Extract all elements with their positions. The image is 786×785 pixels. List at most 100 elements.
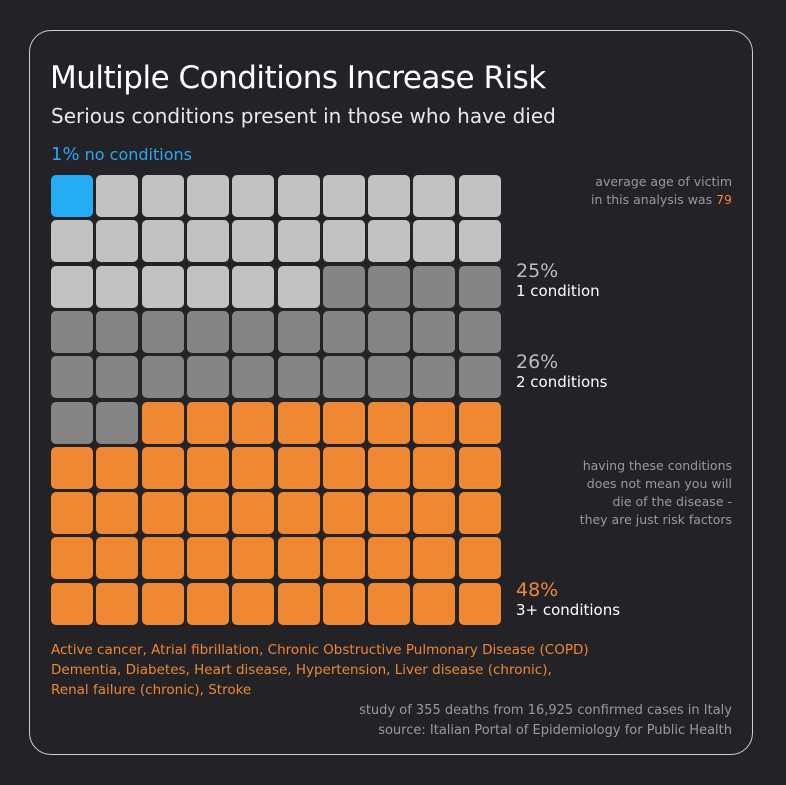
waffle-cell-1-condition	[186, 220, 229, 263]
waffle-cell-1-condition	[141, 220, 184, 263]
waffle-cell-3-conditions	[141, 582, 184, 625]
no-conditions-text: no conditions	[84, 145, 192, 164]
waffle-cell-3-conditions	[277, 582, 320, 625]
waffle-cell-3-conditions	[458, 446, 501, 489]
waffle-cell-1-condition	[413, 175, 456, 217]
waffle-cell-2-conditions	[232, 356, 275, 399]
waffle-cell-3-conditions	[368, 582, 411, 625]
waffle-cell-3-conditions	[413, 537, 456, 580]
waffle-cell-1-condition	[96, 175, 139, 217]
average-age-note: average age of victim in this analysis w…	[591, 173, 732, 209]
waffle-cell-1-condition	[413, 220, 456, 263]
waffle-cell-2-conditions	[96, 310, 139, 353]
waffle-cell-2-conditions	[322, 310, 365, 353]
stat-label: 3+ conditions	[516, 600, 621, 619]
waffle-cell-1-condition	[96, 265, 139, 308]
waffle-cell-2-conditions	[141, 356, 184, 399]
waffle-cell-1-condition	[232, 175, 275, 217]
risk-note-line: they are just risk factors	[579, 512, 732, 527]
conditions-line: Renal failure (chronic), Stroke	[51, 682, 252, 698]
waffle-cell-3-conditions	[141, 492, 184, 535]
waffle-cell-3-conditions	[368, 492, 411, 535]
waffle-cell-3-conditions	[141, 446, 184, 489]
waffle-cell-2-conditions	[322, 265, 365, 308]
waffle-cell-3-conditions	[277, 492, 320, 535]
waffle-cell-3-conditions	[413, 492, 456, 535]
conditions-line: Active cancer, Atrial fibrillation, Chro…	[51, 642, 589, 658]
stat-percent: 48%	[516, 579, 559, 601]
stat-three-plus-conditions: 48% 3+ conditions	[516, 579, 621, 619]
waffle-cell-2-conditions	[458, 265, 501, 308]
waffle-cell-3-conditions	[186, 537, 229, 580]
waffle-cell-1-condition	[277, 220, 320, 263]
no-conditions-percent: 1%	[51, 144, 80, 165]
waffle-cell-1-condition	[458, 220, 501, 263]
waffle-cell-2-conditions	[186, 356, 229, 399]
waffle-cell-1-condition	[368, 220, 411, 263]
age-note-line1: average age of victim	[595, 174, 732, 189]
waffle-cell-1-condition	[322, 175, 365, 217]
waffle-cell-2-conditions	[277, 356, 320, 399]
no-conditions-label: 1% no conditions	[51, 144, 192, 165]
stat-two-conditions: 26% 2 conditions	[516, 351, 607, 391]
waffle-cell-2-conditions	[51, 310, 93, 353]
waffle-cell-3-conditions	[458, 401, 501, 444]
waffle-cell-3-conditions	[322, 446, 365, 489]
waffle-cell-3-conditions	[51, 492, 93, 535]
waffle-cell-2-conditions	[51, 356, 93, 399]
waffle-cell-2-conditions	[277, 310, 320, 353]
waffle-cell-3-conditions	[277, 537, 320, 580]
waffle-cell-3-conditions	[232, 446, 275, 489]
waffle-cell-2-conditions	[413, 265, 456, 308]
waffle-cell-1-condition	[141, 175, 184, 217]
waffle-cell-1-condition	[141, 265, 184, 308]
waffle-cell-3-conditions	[141, 537, 184, 580]
waffle-cell-3-conditions	[51, 582, 93, 625]
waffle-cell-3-conditions	[322, 537, 365, 580]
waffle-cell-3-conditions	[96, 582, 139, 625]
waffle-cell-2-conditions	[141, 310, 184, 353]
waffle-cell-3-conditions	[51, 537, 93, 580]
waffle-cell-3-conditions	[322, 401, 365, 444]
waffle-cell-1-condition	[186, 175, 229, 217]
average-age-value: 79	[716, 192, 732, 207]
waffle-cell-2-conditions	[51, 401, 93, 444]
waffle-cell-1-condition	[232, 265, 275, 308]
waffle-cell-2-conditions	[413, 310, 456, 353]
waffle-cell-3-conditions	[232, 492, 275, 535]
age-note-line2: in this analysis was	[590, 192, 713, 207]
waffle-cell-3-conditions	[186, 446, 229, 489]
waffle-cell-3-conditions	[277, 446, 320, 489]
risk-note-line: does not mean you will	[586, 476, 732, 491]
waffle-cell-3-conditions	[51, 446, 93, 489]
conditions-list: Active cancer, Atrial fibrillation, Chro…	[51, 640, 671, 700]
waffle-cell-2-conditions	[96, 401, 139, 444]
waffle-cell-3-conditions	[232, 401, 275, 444]
waffle-cell-2-conditions	[368, 310, 411, 353]
waffle-cell-2-conditions	[368, 265, 411, 308]
infographic-card	[29, 30, 753, 755]
waffle-cell-3-conditions	[232, 582, 275, 625]
waffle-cell-2-conditions	[368, 356, 411, 399]
risk-note-line: die of the disease -	[612, 494, 732, 509]
waffle-cell-3-conditions	[96, 537, 139, 580]
waffle-cell-3-conditions	[458, 492, 501, 535]
waffle-cell-3-conditions	[96, 446, 139, 489]
waffle-cell-2-conditions	[413, 356, 456, 399]
waffle-cell-3-conditions	[322, 492, 365, 535]
waffle-chart	[51, 175, 503, 629]
waffle-cell-3-conditions	[368, 446, 411, 489]
waffle-cell-3-conditions	[413, 401, 456, 444]
waffle-cell-1-condition	[277, 265, 320, 308]
stat-label: 1 condition	[516, 281, 600, 300]
waffle-cell-2-conditions	[186, 310, 229, 353]
waffle-cell-2-conditions	[96, 356, 139, 399]
waffle-cell-3-conditions	[368, 401, 411, 444]
waffle-cell-3-conditions	[186, 582, 229, 625]
waffle-cell-1-condition	[322, 220, 365, 263]
waffle-cell-1-condition	[277, 175, 320, 217]
waffle-cell-1-condition	[51, 265, 93, 308]
waffle-cell-1-condition	[186, 265, 229, 308]
waffle-cell-3-conditions	[277, 401, 320, 444]
risk-note-line: having these conditions	[582, 458, 732, 473]
